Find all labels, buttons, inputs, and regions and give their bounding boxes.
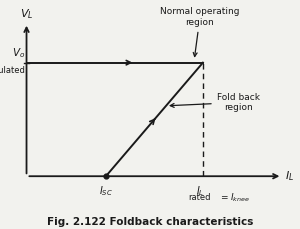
Text: $I_{SC}$: $I_{SC}$ bbox=[99, 184, 113, 198]
Text: $= I_{knee}$: $= I_{knee}$ bbox=[219, 191, 250, 204]
Text: $V_o$: $V_o$ bbox=[12, 46, 25, 60]
Text: $I_L$: $I_L$ bbox=[285, 169, 294, 183]
Text: Regulated: Regulated bbox=[0, 66, 25, 75]
Text: Fig. 2.122 Foldback characteristics: Fig. 2.122 Foldback characteristics bbox=[47, 217, 253, 227]
Text: Normal operating
region: Normal operating region bbox=[160, 7, 240, 57]
Text: $I_L$: $I_L$ bbox=[196, 184, 204, 198]
Text: $V_L$: $V_L$ bbox=[20, 7, 33, 21]
Text: rated: rated bbox=[189, 193, 211, 202]
Text: Fold back
region: Fold back region bbox=[170, 93, 260, 112]
